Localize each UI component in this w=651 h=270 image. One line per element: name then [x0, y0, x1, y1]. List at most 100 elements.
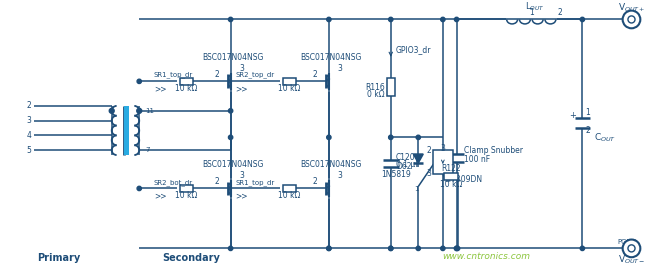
Text: Primary: Primary — [37, 253, 80, 263]
Text: 2: 2 — [557, 8, 562, 17]
Circle shape — [229, 246, 233, 251]
Circle shape — [580, 246, 585, 251]
Text: V$_{OUT-}$: V$_{OUT-}$ — [618, 254, 645, 266]
Circle shape — [389, 246, 393, 251]
Text: BSC017N04NSG: BSC017N04NSG — [300, 160, 361, 169]
Text: BSC017N04NSG: BSC017N04NSG — [202, 160, 263, 169]
Text: D62: D62 — [396, 162, 411, 171]
Text: R122: R122 — [441, 164, 460, 173]
Text: BSC017N04NSG: BSC017N04NSG — [202, 53, 263, 62]
Circle shape — [454, 246, 459, 251]
Text: 2: 2 — [585, 126, 590, 135]
Circle shape — [229, 17, 233, 22]
Circle shape — [441, 246, 445, 251]
Bar — [387, 78, 395, 96]
Text: 2: 2 — [214, 177, 219, 186]
Circle shape — [416, 135, 421, 140]
Text: 2: 2 — [312, 70, 317, 79]
Text: 10 kΩ: 10 kΩ — [279, 84, 301, 93]
Bar — [433, 150, 452, 174]
Text: 3: 3 — [338, 64, 342, 73]
Circle shape — [137, 108, 142, 113]
Text: SR2_bot_dr: SR2_bot_dr — [154, 179, 193, 185]
Text: PGND: PGND — [618, 238, 637, 245]
Bar — [444, 173, 458, 180]
Text: 7: 7 — [145, 147, 150, 153]
Text: BSC017N04NSG: BSC017N04NSG — [300, 53, 361, 62]
Text: GPIO3_dr: GPIO3_dr — [396, 45, 431, 55]
Text: 3: 3 — [440, 144, 445, 153]
Text: 4: 4 — [26, 131, 31, 140]
Text: SR1_top_dr: SR1_top_dr — [236, 179, 275, 185]
Text: >>: >> — [154, 84, 167, 93]
Bar — [283, 185, 296, 192]
Text: C120: C120 — [396, 153, 415, 161]
Text: >>: >> — [154, 191, 167, 200]
Text: >>: >> — [236, 84, 248, 93]
Circle shape — [137, 186, 141, 191]
Text: >>: >> — [236, 191, 248, 200]
Text: Clamp Snubber: Clamp Snubber — [464, 146, 523, 155]
Circle shape — [327, 135, 331, 140]
Circle shape — [580, 17, 585, 22]
Text: 1: 1 — [630, 16, 633, 22]
Text: 10 kΩ: 10 kΩ — [439, 180, 462, 189]
Text: SR2_top_dr: SR2_top_dr — [236, 72, 275, 78]
Text: 1: 1 — [630, 245, 633, 251]
Circle shape — [416, 246, 421, 251]
Text: Secondary: Secondary — [162, 253, 220, 263]
Bar — [180, 78, 193, 85]
Text: 1: 1 — [529, 8, 534, 17]
Text: 0.1 μF: 0.1 μF — [396, 160, 419, 169]
Circle shape — [454, 17, 459, 22]
Circle shape — [441, 17, 445, 22]
Circle shape — [622, 11, 641, 28]
Text: 10 kΩ: 10 kΩ — [175, 84, 197, 93]
Text: 3: 3 — [240, 171, 244, 180]
Text: 100 nF: 100 nF — [464, 156, 491, 164]
Text: +: + — [569, 111, 576, 120]
Text: 2: 2 — [214, 70, 219, 79]
Text: V$_{OUT+}$: V$_{OUT+}$ — [618, 1, 645, 14]
Circle shape — [229, 135, 233, 140]
Text: 5: 5 — [26, 146, 31, 155]
Text: 2: 2 — [312, 177, 317, 186]
Text: 10 kΩ: 10 kΩ — [175, 191, 197, 200]
Text: Si7309DN: Si7309DN — [445, 175, 483, 184]
Text: 3: 3 — [426, 169, 431, 178]
Circle shape — [628, 16, 635, 23]
Circle shape — [622, 239, 641, 257]
Circle shape — [327, 246, 331, 251]
Circle shape — [229, 109, 233, 113]
Text: 11: 11 — [145, 108, 154, 114]
Text: 10 kΩ: 10 kΩ — [279, 191, 301, 200]
Circle shape — [327, 17, 331, 22]
Text: SR1_top_dr: SR1_top_dr — [154, 72, 193, 78]
Text: R116: R116 — [365, 83, 385, 92]
Text: 1: 1 — [585, 108, 590, 117]
Text: 1N5819: 1N5819 — [381, 170, 411, 179]
Polygon shape — [413, 154, 423, 163]
Circle shape — [628, 245, 635, 252]
Circle shape — [454, 246, 459, 251]
Circle shape — [389, 17, 393, 22]
Circle shape — [109, 108, 114, 113]
Text: C$_{OUT}$: C$_{OUT}$ — [594, 131, 616, 144]
Text: 3: 3 — [240, 64, 244, 73]
Text: 3: 3 — [338, 171, 342, 180]
Bar — [283, 78, 296, 85]
Circle shape — [456, 246, 460, 251]
Bar — [124, 106, 130, 155]
Bar — [180, 185, 193, 192]
Text: 0 kΩ: 0 kΩ — [367, 90, 385, 99]
Text: www.cntronics.com: www.cntronics.com — [442, 252, 530, 261]
Text: L$_{OUT}$: L$_{OUT}$ — [525, 1, 545, 13]
Text: 2: 2 — [27, 102, 31, 110]
Circle shape — [137, 79, 141, 83]
Circle shape — [389, 135, 393, 140]
Circle shape — [327, 246, 331, 251]
Text: 3: 3 — [26, 116, 31, 125]
Circle shape — [389, 246, 393, 251]
Text: 1: 1 — [414, 186, 419, 193]
Text: 2: 2 — [426, 146, 431, 155]
